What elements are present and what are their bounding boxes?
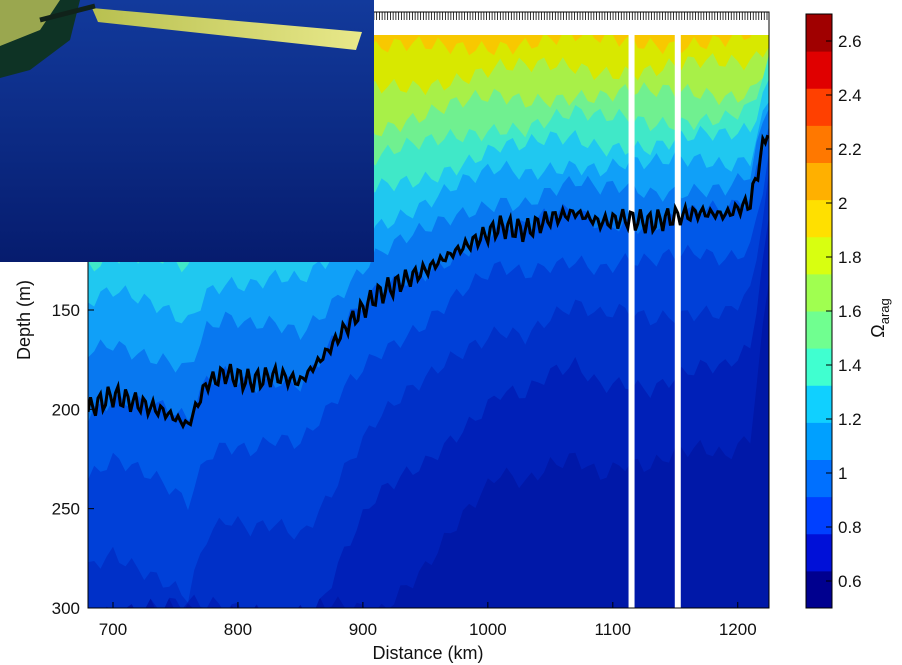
x-tick-label: 900: [349, 620, 377, 639]
colorbar-band: [806, 348, 832, 386]
colorbar-band: [806, 51, 832, 89]
colorbar-band: [806, 422, 832, 460]
glider-wing: [92, 8, 362, 50]
colorbar-tick-label: 2.6: [838, 32, 862, 51]
colorbar-tick-label: 1.6: [838, 302, 862, 321]
colorbar-band: [806, 125, 832, 163]
colorbar-tick-label: 0.8: [838, 518, 862, 537]
colorbar-tick-label: 1.4: [838, 356, 862, 375]
data-gap-0: [628, 35, 635, 608]
colorbar-band: [806, 162, 832, 201]
glider-photo-inset: [0, 0, 374, 262]
colorbar-bands: [806, 14, 832, 609]
colorbar-tick-label: 2.2: [838, 140, 862, 159]
colorbar-band: [806, 273, 832, 312]
glider-strut: [39, 3, 96, 23]
colorbar-tick-label: 1.8: [838, 248, 862, 267]
colorbar-band: [806, 88, 832, 126]
colorbar-tick-label: 1: [838, 464, 847, 483]
x-axis: 700 800 900 1000 1100 1200: [99, 602, 757, 639]
colorbar-title: Ωarag: [868, 298, 892, 338]
x-tick-label: 800: [224, 620, 252, 639]
colorbar-band: [806, 14, 832, 52]
y-tick-label: 300: [52, 599, 80, 618]
colorbar-band: [806, 236, 832, 275]
colorbar-tick-label: 1.2: [838, 410, 862, 429]
data-gaps: [628, 35, 681, 608]
colorbar-ticks: 0.6 0.8 1 1.2 1.4 1.6 1.8 2 2.2 2.4 2.6: [826, 32, 862, 591]
colorbar-band: [806, 496, 832, 535]
y-tick-label: 200: [52, 400, 80, 419]
colorbar-band: [806, 311, 832, 349]
colorbar-title-sub: arag: [877, 298, 892, 324]
y-tick-label: 150: [52, 301, 80, 320]
glider-hull-highlight: [0, 0, 60, 46]
colorbar-tick-label: 2.4: [838, 86, 862, 105]
colorbar-band: [806, 533, 832, 572]
colorbar-band: [806, 385, 832, 423]
profile-tick-marks: [362, 12, 768, 20]
x-axis-title: Distance (km): [372, 643, 483, 663]
colorbar-tick-label: 0.6: [838, 572, 862, 591]
colorbar: 0.6 0.8 1 1.2 1.4 1.6 1.8 2 2.2 2.4 2.6 Ωarag: [805, 13, 892, 609]
x-tick-label: 1000: [469, 620, 507, 639]
x-tick-label: 700: [99, 620, 127, 639]
colorbar-title-main: Ω: [868, 324, 888, 337]
x-tick-label: 1200: [719, 620, 757, 639]
y-axis-title: Depth (m): [14, 280, 34, 360]
saturation-horizon-line: [88, 133, 769, 430]
colorbar-band: [806, 459, 832, 498]
colorbar-band: [806, 570, 832, 609]
colorbar-band: [806, 199, 832, 238]
x-tick-label: 1100: [595, 620, 632, 639]
data-gap-1: [674, 35, 681, 608]
colorbar-tick-label: 2: [838, 194, 847, 213]
y-tick-label: 250: [52, 500, 80, 519]
y-axis: 150 200 250 300: [52, 301, 94, 618]
